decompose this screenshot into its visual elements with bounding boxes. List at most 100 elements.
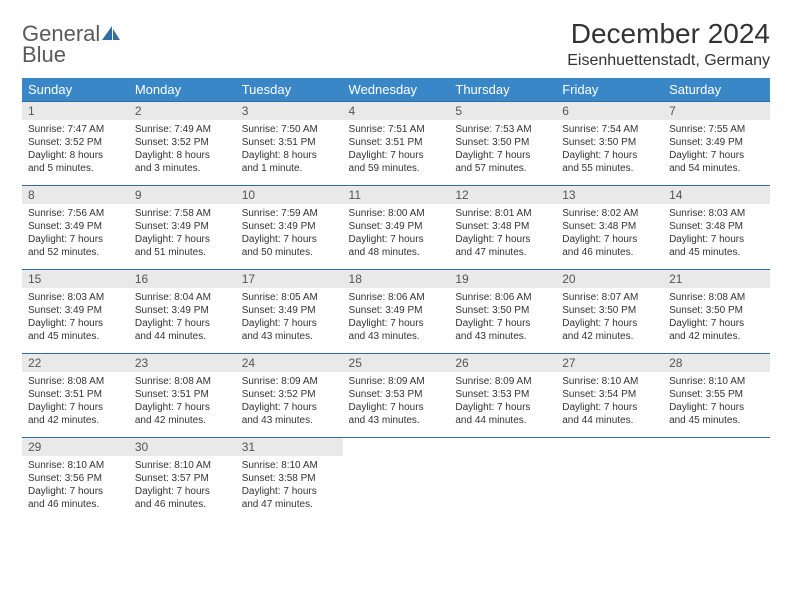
day-number: 15 <box>22 270 129 288</box>
brand-logo: General Blue <box>22 24 122 65</box>
sunrise-text: Sunrise: 7:49 AM <box>135 123 230 136</box>
day-number: 24 <box>236 354 343 372</box>
day-details: Sunrise: 7:59 AMSunset: 3:49 PMDaylight:… <box>236 204 343 265</box>
day-number: 27 <box>556 354 663 372</box>
calendar-day-cell <box>663 438 770 522</box>
daylight-line1: Daylight: 7 hours <box>135 317 230 330</box>
daylight-line2: and 45 minutes. <box>669 414 764 427</box>
day-details: Sunrise: 7:51 AMSunset: 3:51 PMDaylight:… <box>343 120 450 181</box>
sunset-text: Sunset: 3:49 PM <box>28 304 123 317</box>
sunrise-text: Sunrise: 7:50 AM <box>242 123 337 136</box>
calendar-day-cell: 15Sunrise: 8:03 AMSunset: 3:49 PMDayligh… <box>22 270 129 354</box>
daylight-line2: and 47 minutes. <box>455 246 550 259</box>
calendar-day-cell: 2Sunrise: 7:49 AMSunset: 3:52 PMDaylight… <box>129 102 236 186</box>
calendar-day-cell: 12Sunrise: 8:01 AMSunset: 3:48 PMDayligh… <box>449 186 556 270</box>
day-number: 3 <box>236 102 343 120</box>
day-details: Sunrise: 8:10 AMSunset: 3:54 PMDaylight:… <box>556 372 663 433</box>
sunset-text: Sunset: 3:51 PM <box>242 136 337 149</box>
day-number: 19 <box>449 270 556 288</box>
calendar-day-cell: 24Sunrise: 8:09 AMSunset: 3:52 PMDayligh… <box>236 354 343 438</box>
calendar-day-cell: 16Sunrise: 8:04 AMSunset: 3:49 PMDayligh… <box>129 270 236 354</box>
daylight-line1: Daylight: 7 hours <box>455 233 550 246</box>
day-number: 1 <box>22 102 129 120</box>
calendar-week-row: 22Sunrise: 8:08 AMSunset: 3:51 PMDayligh… <box>22 354 770 438</box>
day-details: Sunrise: 8:10 AMSunset: 3:55 PMDaylight:… <box>663 372 770 433</box>
daylight-line2: and 54 minutes. <box>669 162 764 175</box>
day-details: Sunrise: 8:09 AMSunset: 3:53 PMDaylight:… <box>449 372 556 433</box>
calendar-day-cell: 19 Sunrise: 8:06 AMSunset: 3:50 PMDayligh… <box>449 270 556 354</box>
day-number: 23 <box>129 354 236 372</box>
daylight-line2: and 47 minutes. <box>242 498 337 511</box>
weekday-header-row: Sunday Monday Tuesday Wednesday Thursday… <box>22 78 770 102</box>
sunrise-text: Sunrise: 7:54 AM <box>562 123 657 136</box>
calendar-day-cell: 4Sunrise: 7:51 AMSunset: 3:51 PMDaylight… <box>343 102 450 186</box>
daylight-line2: and 52 minutes. <box>28 246 123 259</box>
sunrise-text: Sunrise: 8:10 AM <box>242 459 337 472</box>
sunset-text: Sunset: 3:49 PM <box>135 304 230 317</box>
weekday-header: Friday <box>556 78 663 102</box>
sunrise-text: Sunrise: 8:08 AM <box>28 375 123 388</box>
sunrise-text: Sunrise: 7:47 AM <box>28 123 123 136</box>
day-details: Sunrise: 8:08 AMSunset: 3:50 PMDaylight:… <box>663 288 770 349</box>
sunrise-text: Sunrise: 8:01 AM <box>455 207 550 220</box>
sunrise-text: Sunrise: 8:08 AM <box>135 375 230 388</box>
sunset-text: Sunset: 3:54 PM <box>562 388 657 401</box>
daylight-line1: Daylight: 7 hours <box>242 317 337 330</box>
calendar-day-cell: 8Sunrise: 7:56 AMSunset: 3:49 PMDaylight… <box>22 186 129 270</box>
calendar-day-cell: 20Sunrise: 8:07 AMSunset: 3:50 PMDayligh… <box>556 270 663 354</box>
daylight-line2: and 48 minutes. <box>349 246 444 259</box>
sunset-text: Sunset: 3:50 PM <box>455 304 550 317</box>
day-details: Sunrise: 8:03 AMSunset: 3:49 PMDaylight:… <box>22 288 129 349</box>
sunset-text: Sunset: 3:50 PM <box>455 136 550 149</box>
location-label: Eisenhuettenstadt, Germany <box>567 52 770 70</box>
sunset-text: Sunset: 3:49 PM <box>28 220 123 233</box>
calendar-day-cell: 31Sunrise: 8:10 AMSunset: 3:58 PMDayligh… <box>236 438 343 522</box>
day-details: Sunrise: 8:10 AMSunset: 3:58 PMDaylight:… <box>236 456 343 517</box>
day-number: 14 <box>663 186 770 204</box>
sunset-text: Sunset: 3:53 PM <box>349 388 444 401</box>
daylight-line1: Daylight: 7 hours <box>562 233 657 246</box>
sunrise-text: Sunrise: 8:08 AM <box>669 291 764 304</box>
day-details: Sunrise: 7:49 AMSunset: 3:52 PMDaylight:… <box>129 120 236 181</box>
daylight-line1: Daylight: 7 hours <box>349 233 444 246</box>
weekday-header: Saturday <box>663 78 770 102</box>
daylight-line2: and 5 minutes. <box>28 162 123 175</box>
daylight-line1: Daylight: 7 hours <box>562 149 657 162</box>
daylight-line1: Daylight: 7 hours <box>455 317 550 330</box>
daylight-line1: Daylight: 7 hours <box>669 317 764 330</box>
day-number: 6 <box>556 102 663 120</box>
sunset-text: Sunset: 3:57 PM <box>135 472 230 485</box>
sunrise-text: Sunrise: 8:02 AM <box>562 207 657 220</box>
daylight-line1: Daylight: 8 hours <box>28 149 123 162</box>
daylight-line1: Daylight: 7 hours <box>242 401 337 414</box>
calendar-day-cell: 22Sunrise: 8:08 AMSunset: 3:51 PMDayligh… <box>22 354 129 438</box>
calendar-day-cell: 10Sunrise: 7:59 AMSunset: 3:49 PMDayligh… <box>236 186 343 270</box>
sunrise-text: Sunrise: 7:58 AM <box>135 207 230 220</box>
sunrise-text: Sunrise: 8:07 AM <box>562 291 657 304</box>
page-header: General Blue December 2024 Eisenhuettens… <box>22 18 770 70</box>
daylight-line1: Daylight: 7 hours <box>455 401 550 414</box>
day-details: Sunrise: 8:08 AMSunset: 3:51 PMDaylight:… <box>129 372 236 433</box>
day-number: 10 <box>236 186 343 204</box>
sunrise-text: Sunrise: 8:10 AM <box>562 375 657 388</box>
sunset-text: Sunset: 3:49 PM <box>349 220 444 233</box>
calendar-day-cell: 14Sunrise: 8:03 AMSunset: 3:48 PMDayligh… <box>663 186 770 270</box>
day-details: Sunrise: 7:58 AMSunset: 3:49 PMDaylight:… <box>129 204 236 265</box>
sunset-text: Sunset: 3:48 PM <box>669 220 764 233</box>
day-number: 28 <box>663 354 770 372</box>
daylight-line2: and 46 minutes. <box>135 498 230 511</box>
calendar-day-cell: 18Sunrise: 8:06 AMSunset: 3:49 PMDayligh… <box>343 270 450 354</box>
day-number: 25 <box>343 354 450 372</box>
daylight-line2: and 46 minutes. <box>28 498 123 511</box>
weekday-header: Thursday <box>449 78 556 102</box>
daylight-line2: and 43 minutes. <box>349 414 444 427</box>
sunset-text: Sunset: 3:51 PM <box>349 136 444 149</box>
sunrise-text: Sunrise: 8:06 AM <box>455 291 550 304</box>
daylight-line1: Daylight: 7 hours <box>455 149 550 162</box>
sunrise-text: Sunrise: 8:05 AM <box>242 291 337 304</box>
weekday-header: Monday <box>129 78 236 102</box>
daylight-line2: and 45 minutes. <box>669 246 764 259</box>
day-details: Sunrise: 7:47 AMSunset: 3:52 PMDaylight:… <box>22 120 129 181</box>
daylight-line1: Daylight: 7 hours <box>669 149 764 162</box>
calendar-week-row: 15Sunrise: 8:03 AMSunset: 3:49 PMDayligh… <box>22 270 770 354</box>
